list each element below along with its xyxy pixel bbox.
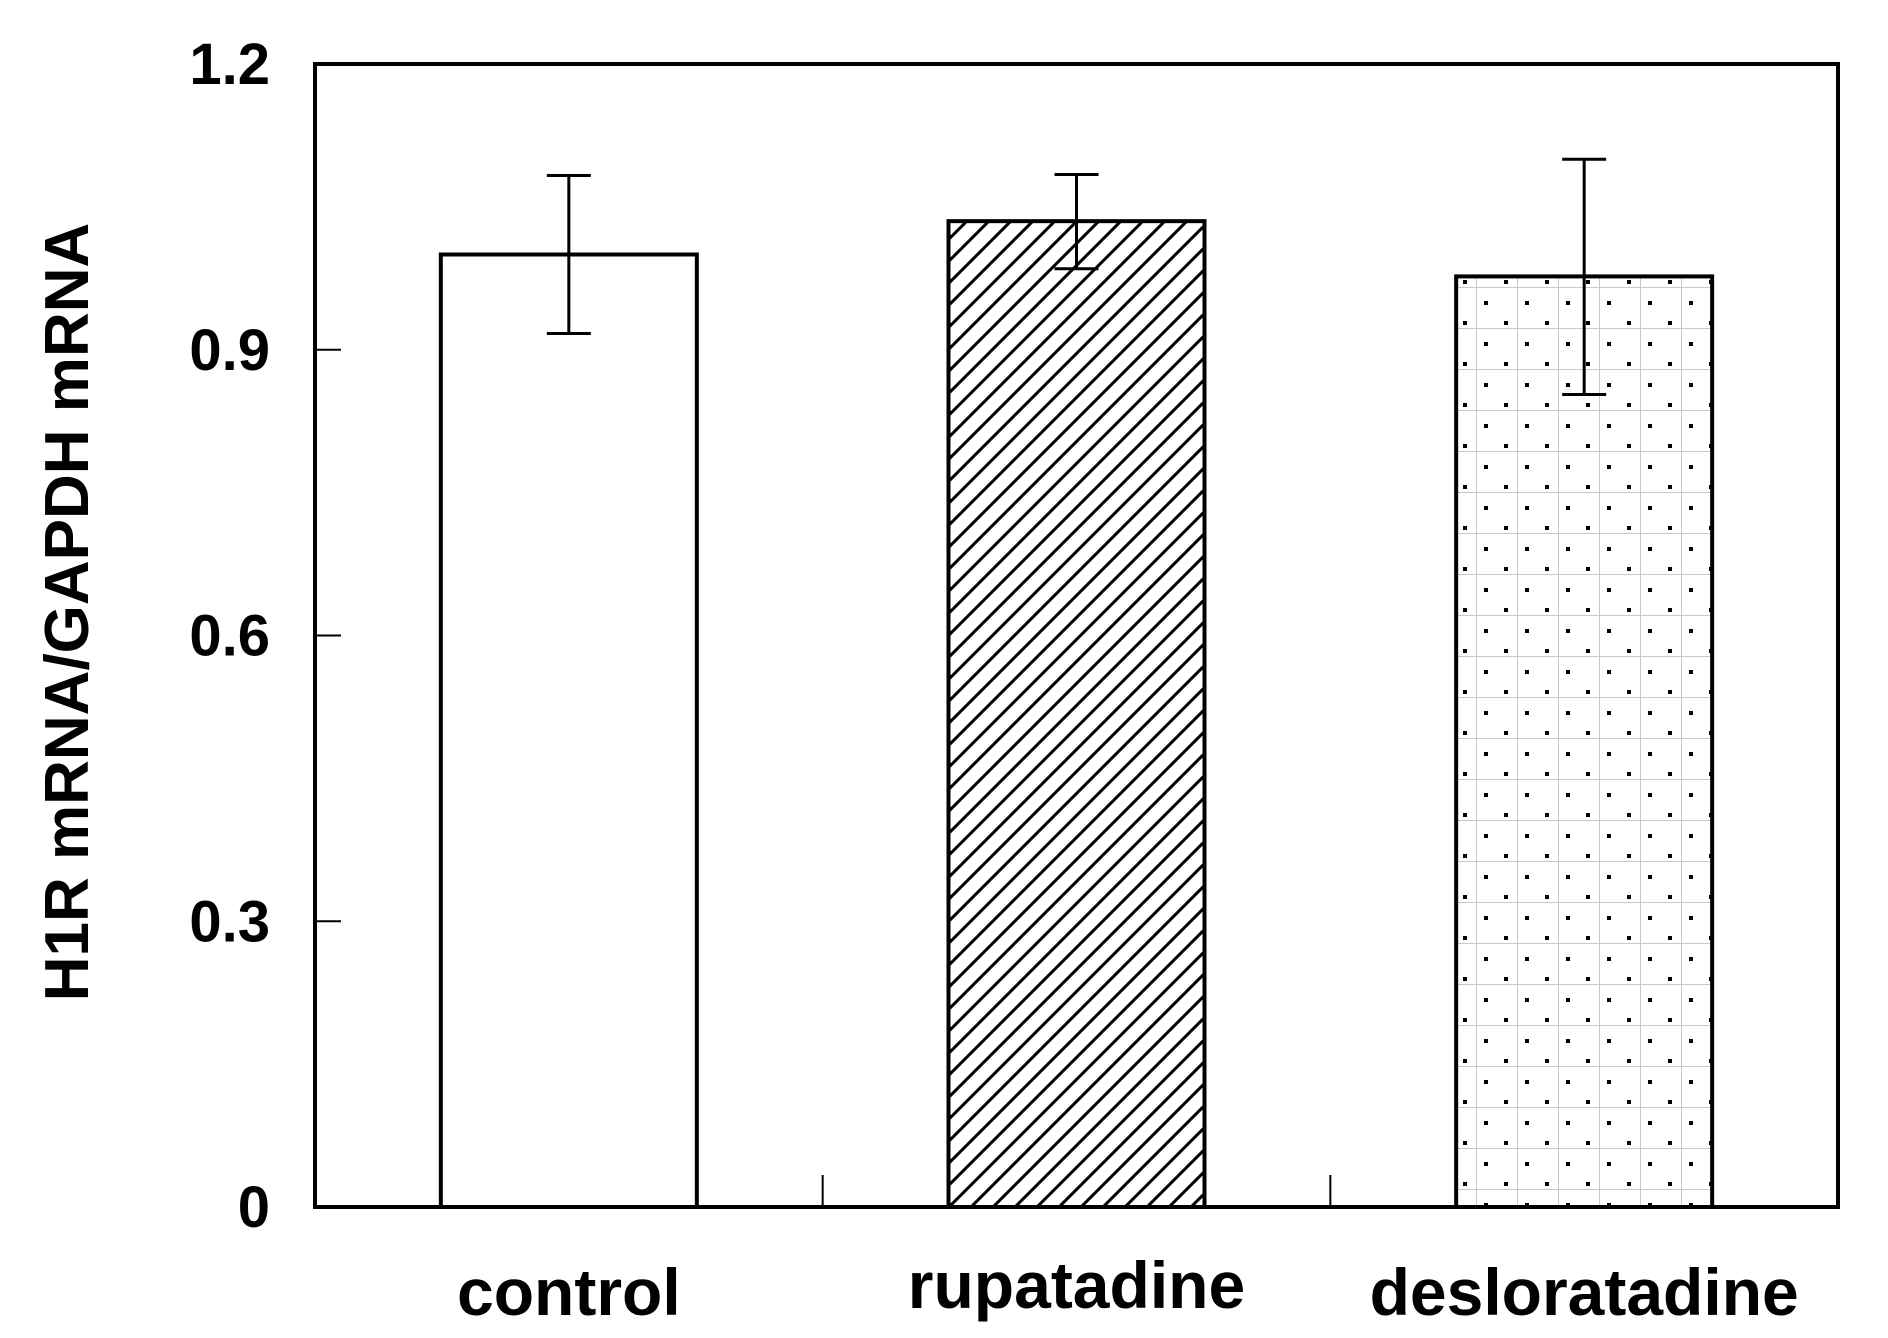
x-axis: control rupatadine desloratadine [457, 1175, 1799, 1329]
error-bars-layer [546, 157, 1607, 397]
y-axis: 0 0.3 0.6 0.9 1.2 [189, 32, 341, 1240]
bar-control [438, 252, 699, 1209]
bar-desloratadine [1454, 274, 1715, 1210]
y-axis-title: H1R mRNA/GAPDH mRNA [33, 223, 102, 1002]
y-tick-label: 0 [238, 1175, 270, 1240]
bar-rupatadine [946, 219, 1207, 1210]
bars-layer [438, 219, 1715, 1210]
x-category-label: control [457, 1255, 681, 1329]
y-tick-label: 1.2 [189, 32, 270, 97]
y-tick-label: 0.3 [189, 889, 270, 954]
x-category-label: rupatadine [908, 1248, 1245, 1322]
x-category-label: desloratadine [1370, 1255, 1799, 1329]
y-tick-label: 0.9 [189, 318, 270, 383]
y-tick-label: 0.6 [189, 604, 270, 669]
